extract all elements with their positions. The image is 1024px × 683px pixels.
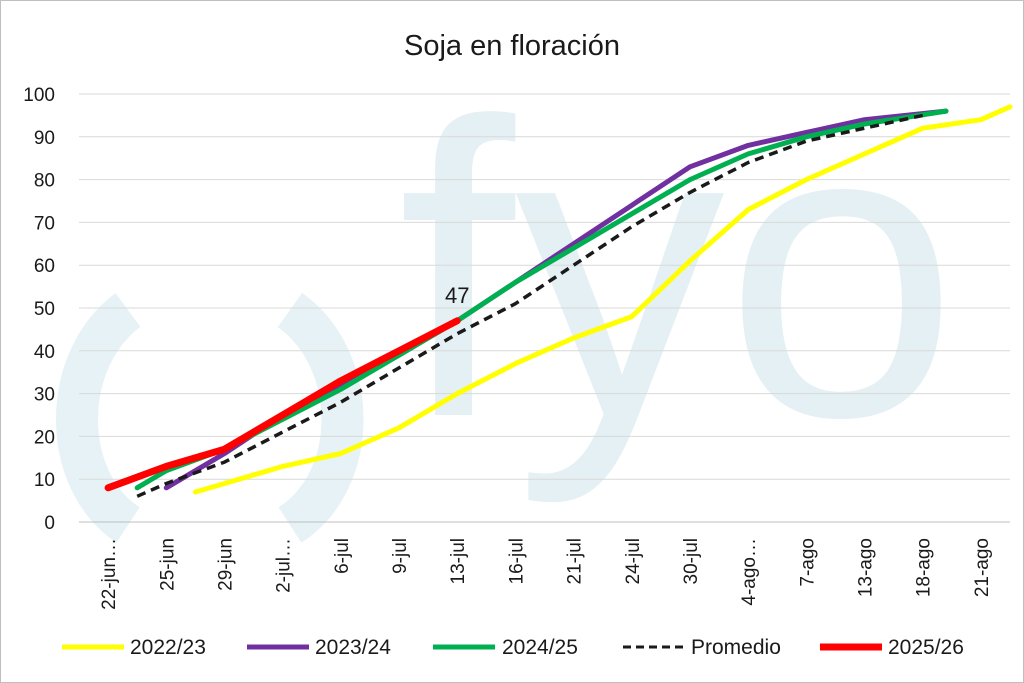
x-tick-label: 21-ago [972, 538, 993, 597]
legend-item[interactable]: 2024/25 [433, 636, 578, 659]
y-tick-label: 30 [34, 385, 55, 406]
x-tick-label: 29-jun [215, 538, 236, 591]
legend-item[interactable]: 2025/26 [820, 636, 964, 659]
x-axis: 22-jun… 25-jun 29-jun 2-jul… 6-jul 9-jul 13-ju… [99, 538, 993, 610]
x-tick-label: 4-ago… [739, 538, 760, 606]
series-lines [104, 104, 1013, 498]
y-tick-label: 0 [44, 513, 55, 534]
annotations: 47 [445, 283, 469, 308]
x-tick-label: 6-jul [332, 538, 353, 574]
y-tick-label: 100 [23, 85, 55, 106]
x-tick-label: 30-jul [681, 538, 702, 584]
y-axis: 0 10 20 30 40 50 60 70 80 90 100 [23, 85, 55, 534]
legend-label: 2022/23 [130, 636, 206, 659]
x-tick-label: 7-ago [797, 538, 818, 587]
watermark-right-paren [276, 292, 364, 543]
watermark-left-paren [56, 293, 142, 543]
x-tick-label: 13-jul [448, 538, 469, 584]
legend-label: Promedio [691, 636, 781, 659]
y-tick-label: 90 [34, 128, 55, 149]
data-label: 47 [445, 283, 469, 308]
y-tick-label: 70 [34, 213, 55, 234]
y-tick-label: 80 [34, 171, 55, 192]
y-tick-label: 40 [34, 342, 55, 363]
x-tick-label: 22-jun… [99, 538, 120, 610]
x-tick-label: 9-jul [390, 538, 411, 574]
legend-item[interactable]: 2022/23 [62, 636, 206, 659]
legend-item[interactable]: 2023/24 [247, 636, 391, 659]
legend[interactable]: 2022/23 2023/24 2024/25 Promedio 2025/26 [62, 636, 964, 659]
legend-label: 2024/25 [502, 636, 578, 659]
x-tick-label: 24-jul [623, 538, 644, 584]
legend-label: 2023/24 [315, 636, 391, 659]
chart-title: Soja en floración [403, 30, 621, 62]
legend-label: 2025/26 [888, 636, 964, 659]
series-line-promedio [136, 113, 924, 498]
y-tick-label: 10 [34, 470, 55, 491]
x-tick-label: 2-jul… [274, 538, 295, 593]
x-tick-label: 18-ago [914, 538, 935, 597]
x-tick-label: 13-ago [856, 538, 877, 597]
legend-item[interactable]: Promedio [623, 636, 781, 659]
x-tick-label: 25-jun [157, 538, 178, 591]
x-tick-label: 16-jul [506, 538, 527, 584]
series-line-2025-26 [104, 317, 461, 492]
y-tick-label: 50 [34, 299, 55, 320]
series-line-2022-23 [192, 104, 1013, 495]
x-tick-label: 21-jul [565, 538, 586, 584]
y-tick-label: 60 [34, 256, 55, 277]
y-tick-label: 20 [34, 427, 55, 448]
